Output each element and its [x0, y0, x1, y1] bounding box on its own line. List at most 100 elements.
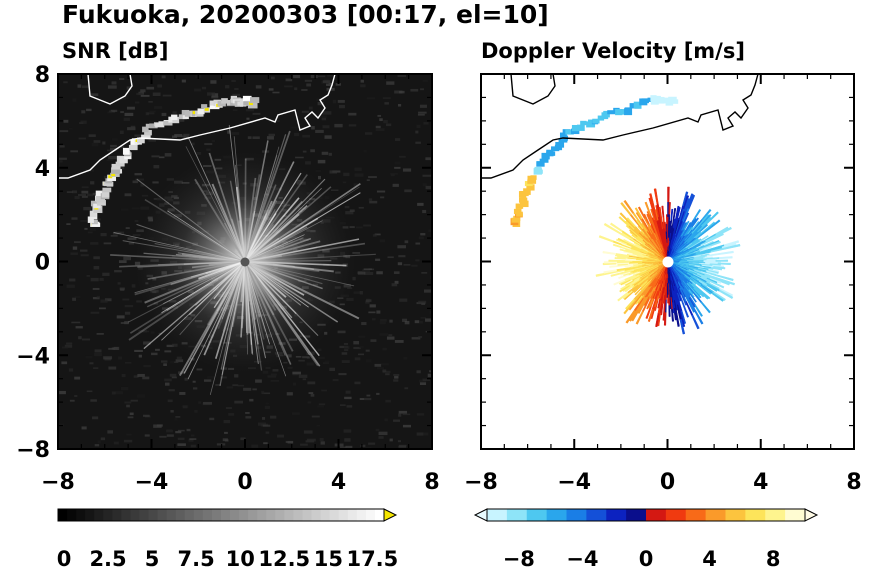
- snr-noise-cell: [106, 159, 114, 161]
- snr-noise-cell: [142, 376, 150, 380]
- snr-noise-cell: [427, 373, 432, 378]
- snr-noise-cell: [136, 92, 143, 96]
- snr-noise-cell: [141, 330, 150, 333]
- snr-streak: [179, 261, 246, 377]
- snr-noise-cell: [410, 88, 419, 92]
- snr-noise-cell: [114, 270, 122, 273]
- snr-noise-cell: [389, 438, 393, 442]
- snr-noise-cell: [120, 289, 125, 291]
- snr-streak: [244, 260, 323, 290]
- snr-noise-cell: [358, 353, 365, 356]
- snr-streak: [143, 252, 246, 263]
- snr-noise-cell: [321, 117, 327, 121]
- snr-noise-cell: [132, 234, 141, 236]
- snr-noise-cell: [310, 149, 315, 153]
- snr-echo-cell: [102, 187, 112, 193]
- snr-noise-cell: [370, 339, 377, 342]
- snr-echo-cell: [209, 100, 216, 106]
- doppler-echo-cell: [681, 295, 688, 306]
- snr-noise-cell: [175, 431, 182, 434]
- snr-noise-cell: [319, 437, 324, 442]
- snr-noise-cell: [145, 112, 149, 116]
- snr-noise-cell: [237, 384, 245, 387]
- doppler-colorbar-cell: [646, 509, 667, 521]
- snr-streak: [203, 261, 246, 356]
- snr-noise-cell: [364, 397, 372, 401]
- snr-echo-cell: [128, 144, 138, 151]
- snr-noise-cell: [382, 97, 391, 99]
- snr-noise-cell: [74, 376, 81, 380]
- snr-noise-cell: [134, 134, 142, 137]
- snr-noise-cell: [92, 287, 100, 290]
- doppler-coastline-north: [510, 74, 556, 105]
- snr-noise-cell: [343, 172, 350, 177]
- doppler-echo-cell: [644, 201, 651, 215]
- doppler-echo-cell: [615, 238, 628, 245]
- snr-echo-cell: [201, 104, 208, 109]
- snr-noise-cell: [332, 99, 337, 104]
- doppler-echo-cell: [623, 199, 635, 214]
- snr-noise-cell: [270, 373, 277, 376]
- snr-noise-cell: [183, 133, 190, 137]
- snr-noise-cell: [368, 442, 376, 445]
- snr-noise-cell: [359, 346, 364, 349]
- snr-noise-cell: [386, 81, 395, 85]
- snr-noise-cell: [374, 363, 382, 367]
- snr-noise-cell: [421, 302, 426, 305]
- snr-noise-cell: [74, 295, 81, 299]
- snr-noise-cell: [361, 322, 367, 326]
- snr-noise-cell: [301, 89, 308, 91]
- snr-noise-cell: [337, 99, 345, 103]
- snr-noise-cell: [120, 146, 124, 148]
- snr-noise-cell: [291, 412, 300, 415]
- snr-noise-cell: [389, 319, 393, 323]
- snr-noise-cell: [378, 436, 384, 439]
- snr-noise-cell: [301, 110, 310, 113]
- snr-noise-cell: [72, 246, 78, 250]
- snr-noise-cell: [103, 175, 111, 179]
- snr-noise-cell: [272, 91, 280, 94]
- snr-noise-cell: [111, 81, 117, 85]
- snr-noise-cell: [99, 277, 104, 281]
- doppler-echo-cell: [614, 257, 626, 260]
- snr-noise-cell: [124, 311, 131, 315]
- snr-streak: [244, 261, 267, 359]
- snr-noise-cell: [61, 361, 68, 365]
- snr-noise-cell: [419, 379, 427, 383]
- doppler-echo-cell: [720, 278, 736, 286]
- snr-noise-cell: [225, 85, 230, 89]
- snr-noise-cell: [92, 416, 99, 420]
- snr-noise-cell: [339, 345, 349, 349]
- snr-noise-cell: [128, 242, 135, 245]
- snr-noise-cell: [80, 254, 89, 257]
- snr-streak: [231, 261, 246, 328]
- snr-noise-cell: [382, 369, 387, 373]
- snr-noise-cell: [165, 382, 170, 386]
- snr-noise-cell: [368, 176, 377, 179]
- snr-noise-cell: [192, 380, 196, 383]
- snr-streak: [147, 260, 246, 280]
- doppler-echo-cell: [649, 193, 655, 208]
- snr-noise-cell: [315, 169, 322, 172]
- snr-noise-cell: [418, 236, 424, 240]
- snr-noise-cell: [124, 320, 129, 325]
- snr-colorbar-cell: [248, 509, 258, 521]
- snr-noise-cell: [320, 441, 325, 445]
- snr-noise-cell: [81, 338, 91, 341]
- snr-noise-cell: [322, 362, 330, 364]
- snr-echo-cell: [115, 161, 125, 167]
- snr-noise-cell: [161, 360, 168, 363]
- snr-noise-cell: [422, 183, 427, 187]
- doppler-echo-cell: [646, 298, 653, 310]
- snr-noise-cell: [148, 139, 157, 142]
- snr-noise-cell: [81, 190, 89, 194]
- snr-noise-cell: [382, 347, 387, 351]
- snr-noise-cell: [341, 352, 348, 355]
- snr-noise-cell: [135, 178, 144, 181]
- snr-noise-cell: [318, 115, 327, 118]
- doppler-echo-cell: [668, 305, 671, 317]
- snr-noise-cell: [134, 349, 143, 353]
- doppler-echo-field: [595, 186, 741, 335]
- snr-noise-cell: [137, 394, 146, 398]
